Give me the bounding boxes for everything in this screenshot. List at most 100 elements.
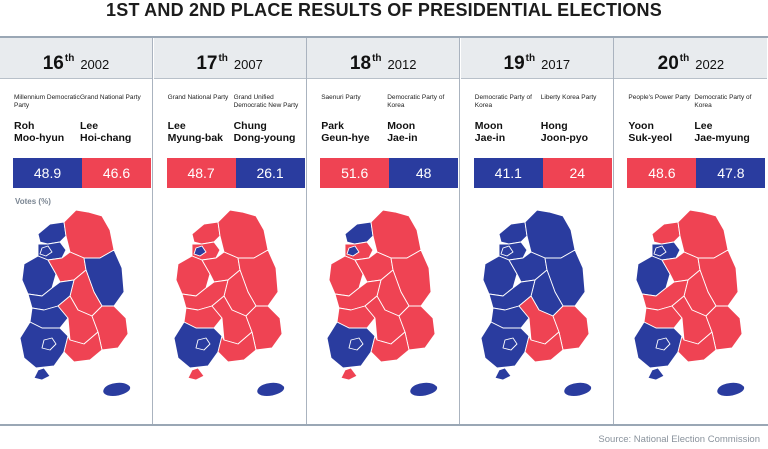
second-party: Democratic Party of Korea (694, 94, 752, 109)
first-candidate: Park Geun-hye (321, 120, 370, 144)
election-panel: 18th 2012 Saenuri Party Democratic Party of… (307, 38, 461, 424)
map-region (655, 337, 671, 351)
vote-bar: 41.1 24 (473, 158, 612, 188)
election-ordinal: 18th (349, 53, 382, 74)
map-region (33, 367, 51, 381)
second-candidate: Hong Joon-pyo (540, 120, 589, 144)
ordinal-suffix: th (679, 53, 690, 64)
map-region (677, 210, 729, 259)
election-ordinal: 20th (657, 53, 690, 74)
first-vote-bar: 48.6 (627, 158, 697, 188)
map-region (524, 210, 576, 259)
map-region (370, 331, 410, 363)
map-region (63, 210, 115, 259)
regional-results-map (173, 210, 285, 397)
second-party: Grand Unified Democratic New Party (233, 94, 299, 109)
ordinal-suffix: th (218, 53, 228, 64)
map-region (524, 331, 564, 363)
election-header: 19th 2017 (460, 38, 613, 79)
map-region (502, 337, 518, 351)
first-party: Democratic Party of Korea (474, 94, 532, 109)
map-region (102, 381, 132, 397)
election-ordinal: 16th (42, 53, 75, 74)
map-region (494, 367, 512, 381)
regional-results-map (480, 210, 592, 397)
first-candidate: Roh Moo-hyun (14, 120, 65, 144)
second-vote-bar: 47.8 (696, 158, 766, 188)
vote-bar: 51.6 48 (320, 158, 459, 188)
map-region (348, 337, 364, 351)
election-year: 2002 (80, 57, 110, 72)
map-region (346, 245, 360, 257)
first-party: Millennium Democratic Party (14, 94, 80, 109)
map-region (651, 221, 681, 245)
election-header: 16th 2002 (0, 38, 152, 79)
election-ordinal: 17th (196, 53, 228, 74)
vote-bar: 48.9 46.6 (13, 158, 151, 188)
first-candidate: Yoon Suk-yeol (628, 120, 673, 144)
map-region (344, 221, 374, 245)
election-panel: 17th 2007 Grand National Party Grand Unifie… (153, 38, 307, 424)
map-region (716, 381, 746, 397)
map-region (409, 381, 439, 397)
second-vote-bar: 48 (389, 158, 459, 188)
election-year: 2007 (233, 57, 263, 72)
election-header: 18th 2012 (307, 38, 460, 79)
map-region (255, 381, 285, 397)
regional-results-map (19, 210, 132, 397)
second-candidate: Chung Dong-young (233, 120, 296, 144)
map-region (500, 245, 514, 257)
ordinal-suffix: th (372, 53, 382, 64)
regional-results-map (633, 210, 746, 397)
first-party: Saenuri Party (321, 94, 361, 101)
election-header: 17th 2007 (153, 38, 306, 79)
second-candidate: Moon Jae-in (387, 120, 418, 144)
ordinal-suffix: th (525, 53, 536, 64)
election-panel: 20th 2022 People's Power Party Democratic P… (614, 38, 768, 424)
first-vote-bar: 48.9 (13, 158, 82, 188)
first-party: Grand National Party (167, 94, 229, 101)
first-candidate: Lee Myung-bak (167, 120, 224, 144)
second-vote-bar: 24 (542, 158, 612, 188)
map-region (340, 367, 358, 381)
first-vote-bar: 41.1 (473, 158, 543, 188)
election-header: 20th 2022 (614, 38, 768, 79)
map-region (370, 210, 422, 259)
map-region (653, 245, 667, 257)
first-vote-bar: 48.7 (166, 158, 236, 188)
map-region (195, 337, 211, 351)
second-candidate: Lee Jae-myung (694, 120, 750, 144)
first-party: People's Power Party (628, 94, 691, 101)
regional-results-map (326, 210, 439, 397)
second-candidate: Lee Hoi-chang (80, 120, 132, 144)
map-region (37, 221, 67, 245)
second-party: Grand National Party (80, 94, 141, 101)
election-panel: 19th 2017 Democratic Party of Korea Liberty… (460, 38, 614, 424)
election-year: 2012 (387, 57, 417, 72)
chart-title: 1ST AND 2ND PLACE RESULTS OF PRESIDENTIA… (106, 0, 662, 20)
map-region (39, 245, 53, 257)
results-panel: 16th 2002 Millennium Democratic Party Grand… (0, 36, 768, 426)
second-party: Liberty Korea Party (540, 94, 597, 101)
source-note: Source: National Election Commission (598, 434, 760, 445)
map-region (498, 221, 528, 245)
map-region (193, 245, 207, 257)
election-ordinal: 19th (503, 53, 536, 74)
votes-label: Votes (%) (15, 197, 51, 206)
second-vote-bar: 26.1 (235, 158, 305, 188)
election-year: 2022 (695, 57, 725, 72)
map-region (191, 221, 221, 245)
vote-bar: 48.7 26.1 (166, 158, 305, 188)
second-party: Democratic Party of Korea (387, 94, 445, 109)
ordinal-suffix: th (64, 53, 75, 64)
map-region (217, 331, 257, 363)
map-region (677, 331, 717, 363)
map-region (647, 367, 665, 381)
map-region (187, 367, 205, 381)
map-region (63, 331, 103, 363)
first-candidate: Moon Jae-in (474, 120, 506, 144)
first-vote-bar: 51.6 (320, 158, 390, 188)
map-region (217, 210, 269, 259)
second-vote-bar: 46.6 (82, 158, 151, 188)
election-panel: 16th 2002 Millennium Democratic Party Grand… (0, 38, 153, 424)
